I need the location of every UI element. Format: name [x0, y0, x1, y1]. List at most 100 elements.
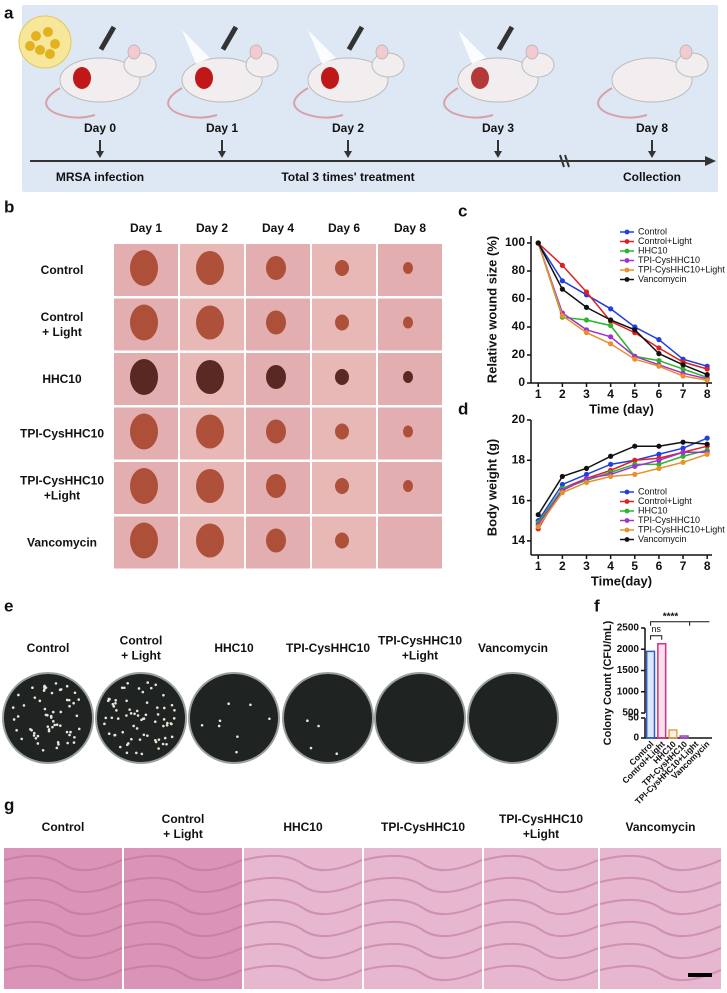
data-point: [535, 240, 541, 246]
legend-marker: [624, 499, 630, 504]
wound-area: [196, 523, 224, 558]
colony: [141, 690, 145, 694]
petri-dish: [374, 672, 466, 764]
tissue-texture: [483, 876, 599, 893]
series-line: [537, 242, 708, 370]
colony: [172, 717, 176, 720]
colony: [129, 712, 133, 715]
data-point: [583, 479, 590, 486]
mouse-tail: [597, 87, 648, 119]
significance-label: ****: [663, 611, 679, 622]
colony: [132, 724, 135, 728]
colony: [110, 716, 114, 720]
data-point: [632, 471, 638, 478]
data-point: [559, 262, 565, 268]
wound-area: [130, 413, 158, 450]
data-point: [656, 363, 662, 369]
data-point: [608, 453, 614, 459]
data-point: [704, 372, 710, 378]
colony: [218, 719, 222, 723]
colony: [73, 691, 77, 695]
legend-label: HHC10: [638, 245, 668, 255]
y-tick-label: 2500: [617, 623, 640, 634]
colony: [36, 734, 40, 738]
colony: [165, 742, 168, 746]
histology-image: [4, 848, 122, 989]
legend-label: Control+Light: [638, 496, 692, 506]
colony: [58, 688, 62, 692]
series-line: [537, 449, 708, 524]
legend-label: TPI-CysHHC10+Light: [638, 264, 725, 274]
tissue-texture: [483, 920, 599, 937]
colony: [11, 706, 15, 709]
colony: [155, 706, 159, 709]
colony: [154, 740, 158, 744]
colony: [55, 746, 59, 750]
colony: [145, 701, 149, 704]
wound-area: [266, 474, 286, 498]
wound-area: [266, 365, 286, 389]
data-point: [632, 443, 638, 449]
bacterium: [31, 31, 41, 41]
wound: [321, 67, 339, 89]
colony: [135, 727, 139, 730]
tissue-texture: [3, 942, 123, 960]
colony: [135, 709, 139, 713]
data-point: [559, 489, 565, 496]
colony: [125, 714, 128, 717]
colony: [114, 701, 117, 705]
data-point: [680, 453, 686, 459]
x-tick-label: 4: [607, 559, 614, 573]
colony: [51, 710, 55, 714]
plate-label: Control: [120, 634, 163, 648]
colony: [31, 686, 34, 689]
colony: [32, 731, 36, 735]
colony: [104, 716, 108, 720]
series-line: [537, 441, 708, 516]
colony: [17, 693, 20, 697]
day-label: Day 0: [84, 121, 116, 135]
event-label: Collection: [623, 170, 681, 184]
tissue-texture: [243, 876, 363, 894]
wound-area: [196, 251, 224, 285]
panel-letter: g: [4, 795, 14, 814]
x-tick-label: 3: [583, 559, 590, 573]
tissue-texture: [363, 942, 483, 960]
mouse-ear: [127, 44, 141, 60]
data-point: [632, 463, 638, 469]
colony: [156, 713, 160, 716]
day-arrowhead: [96, 151, 104, 158]
wound-photo: [378, 516, 442, 569]
data-point: [656, 465, 662, 471]
mouse-ear: [525, 44, 539, 60]
colony: [56, 741, 60, 744]
x-tick-label: 2: [559, 387, 566, 401]
x-tick-label: 6: [656, 559, 663, 573]
histology-label: TPI-CysHHC10: [381, 820, 465, 834]
wound-area: [403, 371, 413, 383]
histology-image: [600, 848, 721, 989]
colony: [32, 734, 36, 737]
mouse-tail: [293, 87, 344, 119]
panel-letter: c: [458, 201, 467, 220]
wound-area: [335, 532, 349, 549]
colony: [67, 698, 71, 702]
colony: [227, 702, 230, 705]
tissue-texture: [363, 854, 483, 872]
axis-break: [564, 154, 570, 168]
colony: [157, 747, 160, 750]
colony: [335, 752, 339, 756]
x-tick-label: 5: [631, 387, 638, 401]
colony: [161, 742, 165, 746]
colony: [46, 725, 50, 728]
row-label: HHC10: [42, 372, 82, 386]
wound-area: [335, 478, 349, 494]
day-arrowhead: [218, 151, 226, 158]
y-tick-label: 40: [512, 319, 526, 333]
bacterium: [35, 45, 45, 55]
colony: [236, 735, 239, 738]
legend-marker: [624, 537, 630, 542]
data-point: [608, 334, 614, 340]
